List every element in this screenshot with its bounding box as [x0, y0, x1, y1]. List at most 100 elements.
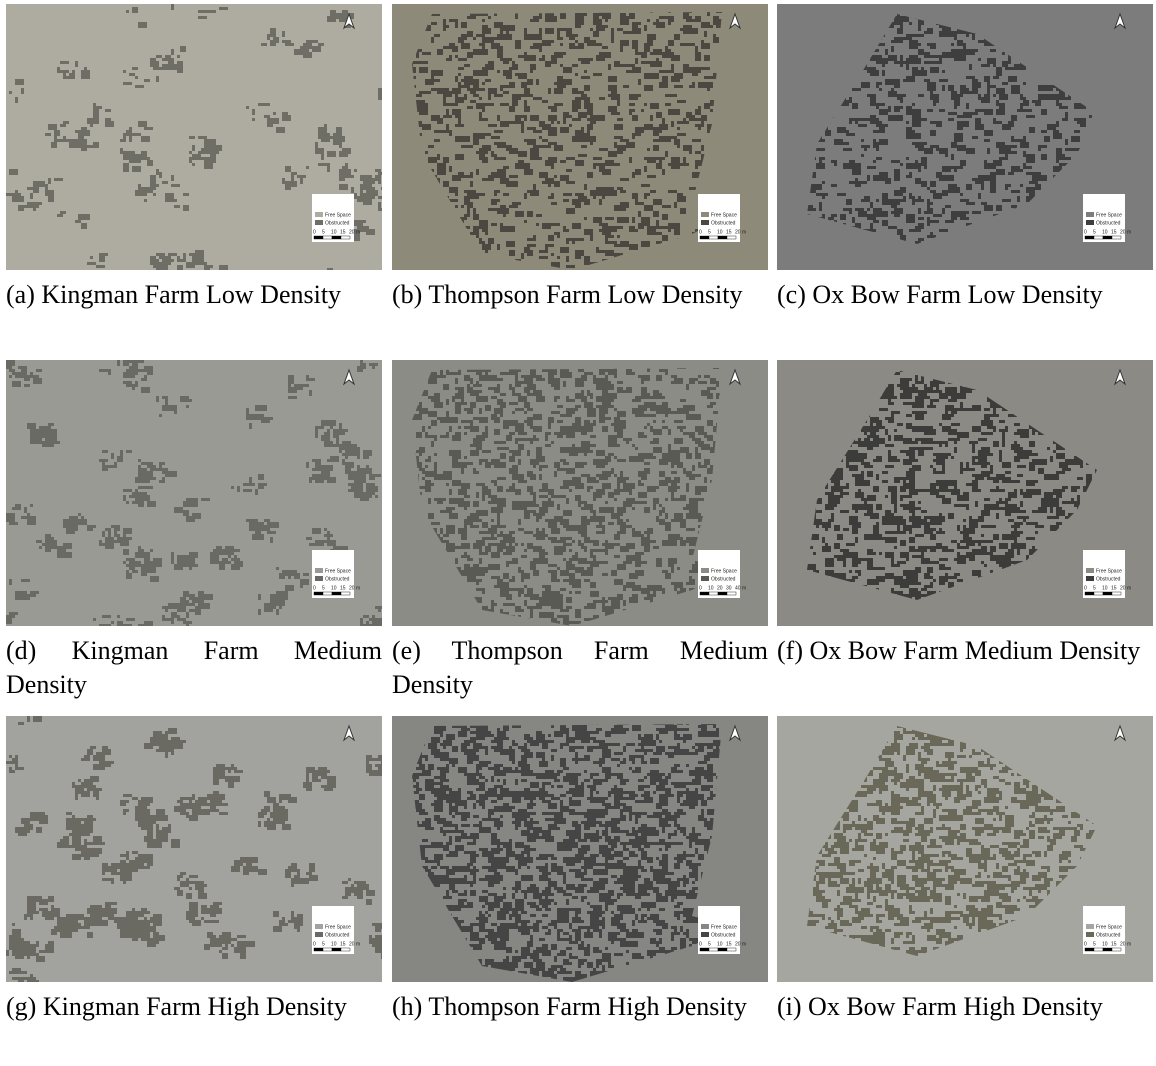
legend-label: Obstructed: [711, 220, 736, 226]
scale-bar-segment: [1103, 236, 1112, 239]
scale-label: 10: [1102, 941, 1108, 947]
legend-swatch: [701, 220, 709, 225]
scale-label: 30: [726, 585, 732, 591]
scale-bar-segment: [718, 236, 727, 239]
scale-label: 10: [331, 229, 337, 235]
scale-label: 5: [1093, 585, 1096, 591]
scale-label: 0: [313, 941, 316, 947]
legend-label: Free Space: [325, 568, 351, 574]
scale-label: 5: [322, 585, 325, 591]
scale-bar-segment: [727, 948, 736, 951]
scale-label: 0: [1084, 585, 1087, 591]
legend-swatch: [315, 568, 323, 573]
caption-label: (e): [392, 636, 421, 665]
scale-label: 10: [717, 941, 723, 947]
caption: (e) Thompson Farm Medium Density: [392, 634, 768, 702]
scale-bar-segment: [323, 948, 332, 951]
legend-swatch: [1086, 932, 1094, 937]
scale-bar-segment: [1112, 948, 1121, 951]
scale-bar-segment: [709, 948, 718, 951]
scale-label: 5: [708, 229, 711, 235]
legend-label: Obstructed: [1096, 576, 1121, 582]
scale-label: 10: [331, 585, 337, 591]
scale-label: 5: [1093, 229, 1096, 235]
scale-bar-segment: [700, 592, 709, 595]
legend-label: Free Space: [325, 212, 351, 218]
scale-bar-segment: [709, 236, 718, 239]
scale-bar-segment: [727, 592, 736, 595]
scale-label: 15: [1111, 229, 1117, 235]
legend-label: Obstructed: [711, 932, 736, 938]
scale-label: 15: [340, 585, 346, 591]
caption-label: (c): [777, 280, 806, 309]
legend-label: Free Space: [711, 212, 737, 218]
scale-bar-segment: [332, 236, 341, 239]
scale-label: 10: [331, 941, 337, 947]
map-panel: Free SpaceObstructed05101520 m: [777, 716, 1153, 982]
caption-text: Kingman Farm Low Density: [41, 280, 341, 309]
scale-bar-segment: [1085, 592, 1094, 595]
legend-label: Obstructed: [325, 576, 350, 582]
caption-text: Thompson Farm High Density: [428, 992, 747, 1021]
scale-bar-segment: [323, 236, 332, 239]
legend-swatch: [1086, 212, 1094, 217]
scale-bar-segment: [314, 948, 323, 951]
caption: (d) Kingman Farm Medium Density: [6, 634, 382, 702]
scale-label: 5: [708, 941, 711, 947]
scale-label: 10: [1102, 585, 1108, 591]
caption-text: Thompson Farm Medium Density: [392, 636, 768, 699]
legend-swatch: [1086, 576, 1094, 581]
scale-label: 20 m: [1120, 585, 1131, 591]
caption-text: Thompson Farm Low Density: [428, 280, 742, 309]
scale-label: 0: [699, 585, 702, 591]
scale-label: 20 m: [735, 229, 746, 235]
legend-swatch: [315, 932, 323, 937]
map-panel: Free SpaceObstructed05101520 m: [777, 4, 1153, 270]
scale-label: 20 m: [1120, 229, 1131, 235]
caption: (i) Ox Bow Farm High Density: [777, 990, 1153, 1024]
caption-label: (i): [777, 992, 802, 1021]
scale-bar-segment: [1094, 592, 1103, 595]
scale-label: 10: [1102, 229, 1108, 235]
figure: Free SpaceObstructed05101520 m(a) Kingma…: [0, 0, 1156, 1066]
legend-label: Free Space: [1096, 568, 1122, 574]
scale-bar-segment: [1103, 592, 1112, 595]
caption-text: Ox Bow Farm High Density: [808, 992, 1103, 1021]
scale-bar-segment: [341, 592, 350, 595]
map-panel: Free SpaceObstructed05101520 m: [777, 360, 1153, 626]
scale-label: 20 m: [349, 229, 360, 235]
scale-bar-segment: [1103, 948, 1112, 951]
legend-swatch: [1086, 220, 1094, 225]
scale-bar-segment: [709, 592, 718, 595]
scale-label: 10: [717, 229, 723, 235]
legend-swatch: [701, 212, 709, 217]
legend-label: Obstructed: [711, 576, 736, 582]
scale-bar-segment: [332, 592, 341, 595]
scale-bar-segment: [1085, 236, 1094, 239]
caption-label: (a): [6, 280, 35, 309]
scale-bar-segment: [323, 592, 332, 595]
caption-label: (f): [777, 636, 803, 665]
scale-label: 20 m: [349, 585, 360, 591]
scale-bar-segment: [1112, 236, 1121, 239]
scale-bar-segment: [341, 948, 350, 951]
scale-label: 15: [726, 941, 732, 947]
scale-bar-segment: [700, 236, 709, 239]
scale-bar-segment: [314, 236, 323, 239]
legend-label: Free Space: [711, 924, 737, 930]
scale-label: 5: [1093, 941, 1096, 947]
legend-label: Free Space: [1096, 924, 1122, 930]
scale-label: 5: [322, 229, 325, 235]
caption-text: Kingman Farm Medium Density: [6, 636, 382, 699]
caption: (h) Thompson Farm High Density: [392, 990, 768, 1024]
caption-label: (b): [392, 280, 422, 309]
scale-label: 0: [1084, 229, 1087, 235]
caption-label: (h): [392, 992, 422, 1021]
scale-label: 5: [322, 941, 325, 947]
caption-label: (g): [6, 992, 36, 1021]
